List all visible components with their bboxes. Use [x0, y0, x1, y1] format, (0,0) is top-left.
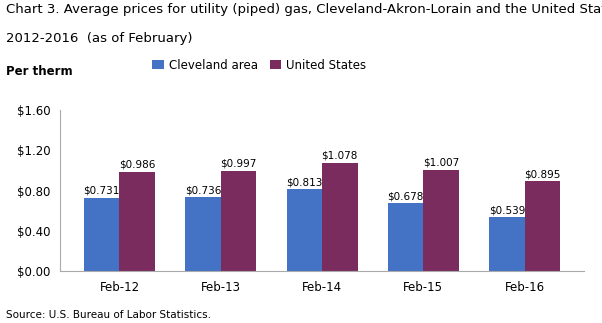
Bar: [489, 217, 525, 271]
Bar: [185, 197, 221, 271]
Text: $0.986: $0.986: [119, 160, 155, 170]
Text: $0.539: $0.539: [489, 205, 525, 215]
Text: $1.078: $1.078: [321, 151, 358, 161]
Text: $1.007: $1.007: [423, 158, 459, 168]
Text: $0.731: $0.731: [84, 186, 120, 196]
Bar: [221, 171, 256, 271]
Legend: Cleveland area, United States: Cleveland area, United States: [147, 54, 371, 77]
Text: $0.997: $0.997: [220, 159, 256, 169]
Text: Source: U.S. Bureau of Labor Statistics.: Source: U.S. Bureau of Labor Statistics.: [6, 310, 211, 320]
Bar: [322, 162, 358, 271]
Text: $0.736: $0.736: [185, 185, 221, 195]
Bar: [119, 172, 155, 271]
Text: Chart 3. Average prices for utility (piped) gas, Cleveland-Akron-Lorain and the : Chart 3. Average prices for utility (pip…: [6, 3, 602, 16]
Bar: [388, 203, 423, 271]
Bar: [84, 198, 119, 271]
Bar: [423, 170, 459, 271]
Bar: [287, 189, 322, 271]
Text: Per therm: Per therm: [6, 65, 73, 78]
Text: 2012-2016  (as of February): 2012-2016 (as of February): [6, 32, 193, 45]
Text: $0.813: $0.813: [286, 177, 323, 187]
Text: $0.678: $0.678: [388, 191, 424, 201]
Text: $0.895: $0.895: [524, 169, 560, 179]
Bar: [525, 181, 560, 271]
